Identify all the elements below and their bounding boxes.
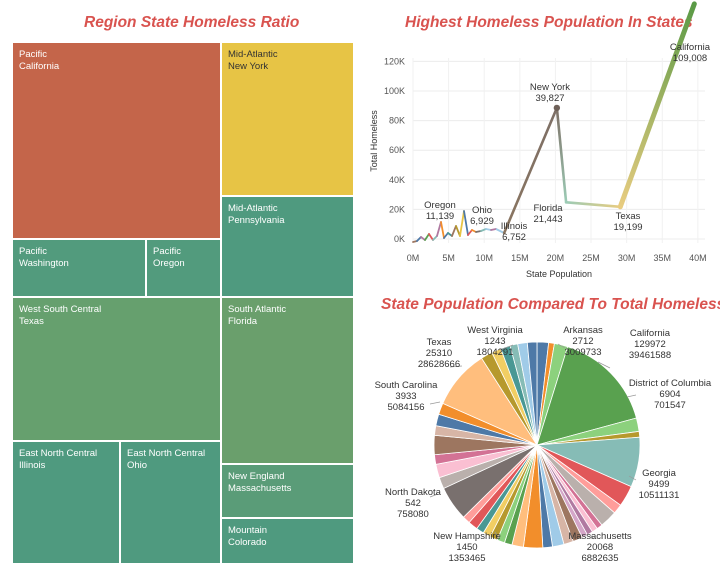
pie-label-homeless: 6904 xyxy=(659,389,680,400)
treemap-label: East North Central Ohio xyxy=(127,448,206,471)
treemap-title: Region State Homeless Ratio xyxy=(84,14,300,31)
pie-label-population: 1804291 xyxy=(477,347,514,358)
treemap-label: East North Central Illinois xyxy=(19,448,98,471)
pie-label-state: New Hampshire xyxy=(433,531,501,542)
leader-line xyxy=(589,534,595,540)
pie-label-population: 3009733 xyxy=(565,347,602,358)
pie-leader-lines xyxy=(429,343,637,540)
treemap-cell-washington[interactable]: Pacific Washington xyxy=(12,239,146,297)
pie-label-population: 1353465 xyxy=(449,553,486,564)
leader-line xyxy=(628,475,637,481)
pie-label-population: 39461588 xyxy=(629,350,671,361)
treemap-cell-massachusetts[interactable]: New England Massachusetts xyxy=(221,464,354,518)
treemap-cell-new-york[interactable]: Mid-Atlantic New York xyxy=(221,42,354,196)
leader-line xyxy=(499,344,514,351)
pie-chart-title: State Population Compared To Total Homel… xyxy=(381,296,720,313)
leader-line xyxy=(597,361,611,369)
treemap-label: Mountain Colorado xyxy=(228,525,268,548)
treemap-cell-colorado[interactable]: Mountain Colorado xyxy=(221,518,354,564)
treemap-label: Pacific Washington xyxy=(19,246,69,269)
pie-label-population: 701547 xyxy=(654,400,686,411)
pie-label-population: 758080 xyxy=(397,509,429,520)
pie-label-state: South Carolina xyxy=(375,380,439,391)
treemap-cell-ohio[interactable]: East North Central Ohio xyxy=(120,441,221,564)
treemap-label: Pacific Oregon xyxy=(153,246,185,269)
pie-label-state: Massachusetts xyxy=(568,531,632,542)
pie-label-homeless: 129972 xyxy=(634,339,666,350)
pie-label-homeless: 1450 xyxy=(456,542,477,553)
leader-line xyxy=(557,343,566,349)
pie-label-state: California xyxy=(630,328,671,339)
leader-line xyxy=(494,531,500,539)
pie-label-state: Georgia xyxy=(642,468,677,479)
pie-label-population: 5084156 xyxy=(388,402,425,413)
treemap-label: South Atlantic Florida xyxy=(228,304,287,327)
pie-label-population: 10511131 xyxy=(639,490,680,501)
pie-label-state: North Dakota xyxy=(385,487,442,498)
treemap-label: Mid-Atlantic New York xyxy=(228,49,278,72)
treemap-label: Mid-Atlantic Pennsylvania xyxy=(228,203,285,226)
pie-label-state: Texas xyxy=(427,337,452,348)
pie-label-homeless: 3933 xyxy=(395,391,416,402)
pie-label-population: 28628666 xyxy=(418,359,460,370)
leader-line xyxy=(429,493,439,498)
treemap-label: West South Central Texas xyxy=(19,304,102,327)
pie-label-state: West Virginia xyxy=(467,325,523,336)
treemap-cell-illinois[interactable]: East North Central Illinois xyxy=(12,441,120,564)
leader-line xyxy=(449,365,463,368)
pie-slices xyxy=(433,341,641,549)
pie-label-population: 6882635 xyxy=(582,553,619,564)
treemap-cell-pennsylvania[interactable]: Mid-Atlantic Pennsylvania xyxy=(221,196,354,297)
pie-label-homeless: 2712 xyxy=(572,336,593,347)
pie-slice xyxy=(536,346,637,446)
treemap-cell-florida[interactable]: South Atlantic Florida xyxy=(221,297,354,464)
pie-label-state: District of Columbia xyxy=(629,378,712,389)
leader-line xyxy=(429,401,441,405)
pie-slice xyxy=(526,341,538,446)
pie-label-homeless: 542 xyxy=(405,498,421,509)
pie-label-homeless: 1243 xyxy=(484,336,505,347)
treemap-label: Pacific California xyxy=(19,49,60,72)
pie-label-homeless: 25310 xyxy=(426,348,452,359)
leader-line xyxy=(626,394,637,398)
treemap-cell-california[interactable]: Pacific California xyxy=(12,42,221,239)
treemap-cell-texas[interactable]: West South Central Texas xyxy=(12,297,221,441)
treemap-label: New England Massachusetts xyxy=(228,471,292,494)
treemap-cell-oregon[interactable]: Pacific Oregon xyxy=(146,239,221,297)
pie-label-state: Arkansas xyxy=(563,325,603,336)
pie-label-homeless: 9499 xyxy=(648,479,669,490)
pie-label-homeless: 20068 xyxy=(587,542,613,553)
